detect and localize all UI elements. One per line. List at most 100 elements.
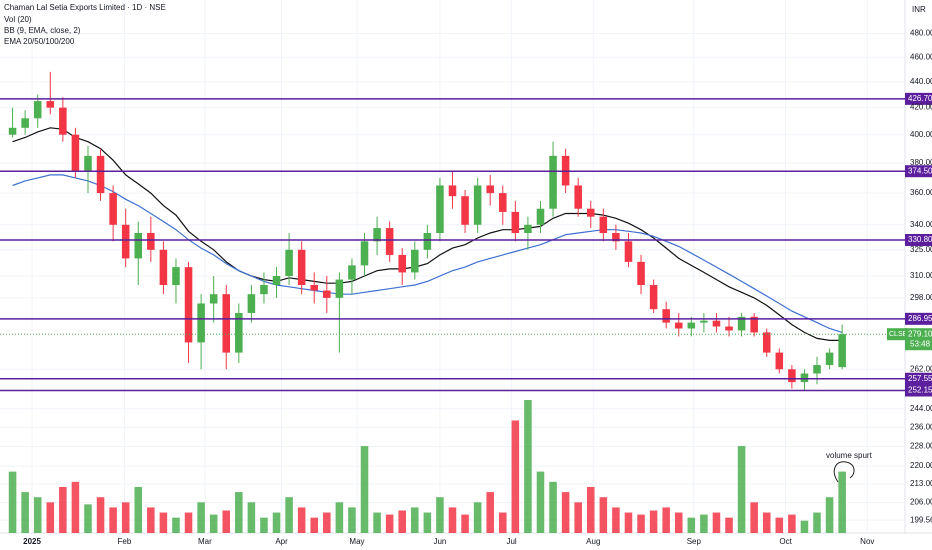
candle-body [549, 155, 557, 209]
y-tick-label: 340.00 [910, 220, 932, 229]
candle-body [825, 352, 834, 366]
volume-bar [96, 497, 105, 533]
volume-bar [511, 420, 520, 533]
symbol-box [887, 328, 907, 341]
x-tick-label: Mar [198, 537, 212, 546]
candle-body [687, 322, 696, 329]
candle-body [649, 285, 658, 310]
volume-bar [21, 492, 29, 533]
y-tick-label: 220.00 [910, 461, 932, 470]
level-label-box [905, 165, 932, 178]
candle-body [335, 279, 344, 298]
candle-body [486, 185, 494, 194]
volume-bar [46, 502, 55, 533]
y-tick-label: 460.00 [910, 52, 932, 61]
candle-body [222, 294, 231, 353]
volume-bar [385, 514, 394, 533]
y-tick-label: 244.00 [910, 404, 932, 413]
volume-bar [524, 400, 532, 533]
level-label: 374.50 [908, 166, 932, 175]
level-label-box [905, 384, 932, 397]
y-tick-label: 298.00 [910, 293, 932, 302]
volume-bar [109, 507, 117, 533]
candle-body [348, 265, 356, 280]
candle-body [536, 208, 545, 225]
y-tick-label: 325.00 [910, 245, 932, 254]
candle-body [46, 101, 55, 108]
volume-bar [838, 471, 846, 533]
volume-bar [586, 486, 595, 533]
level-label: 330.80 [908, 235, 932, 244]
y-tick-label: 420.00 [910, 103, 932, 112]
volume-bar [637, 514, 645, 533]
x-tick-label: Apr [275, 537, 288, 546]
currency: INR [912, 5, 926, 14]
volume-bar [147, 507, 155, 533]
volume-bar [674, 512, 683, 533]
x-tick-label: Sep [687, 537, 702, 546]
candle-body [838, 334, 846, 368]
volume-bar [411, 507, 419, 533]
candle-body [662, 309, 670, 323]
x-tick-label: May [349, 537, 364, 546]
candle-body [762, 332, 771, 353]
candle-body [109, 193, 117, 225]
candle-body [235, 312, 243, 353]
volume-bar [737, 446, 746, 533]
candle-body [297, 249, 306, 286]
candle-body [599, 216, 608, 234]
candle-body [674, 322, 683, 329]
y-tick-label: 228.00 [910, 441, 932, 450]
volume-bar [159, 512, 168, 533]
volume-bar [775, 517, 784, 533]
candle-body [385, 228, 394, 255]
countdown-label: 53:48 [910, 339, 931, 348]
x-tick-label: Jul [506, 537, 516, 546]
candle-body [373, 228, 381, 242]
volume-bar [285, 497, 293, 533]
x-tick-label: Jun [433, 537, 446, 546]
candle-body [96, 155, 105, 194]
volume-bar [561, 492, 570, 533]
volume-bar [813, 512, 821, 533]
candle-body [285, 249, 293, 276]
candle-body [84, 155, 92, 171]
volume-bar [423, 512, 432, 533]
ema-line [12, 127, 843, 341]
volume-bar [750, 502, 758, 533]
volume-bar [800, 520, 809, 533]
candle-body [725, 326, 733, 331]
volume-bar [335, 502, 344, 533]
candle-body [21, 118, 29, 128]
y-tick-label: 213.00 [910, 479, 932, 488]
candle-body [499, 193, 507, 212]
x-tick-label: Oct [779, 537, 792, 546]
candle-body [272, 275, 281, 286]
candle-body [448, 185, 457, 197]
volume-bar [172, 517, 180, 533]
level-label-box [905, 312, 932, 325]
candle-body [612, 233, 620, 242]
candle-body [310, 285, 319, 291]
volume-bar [436, 497, 444, 533]
volume-bar [725, 517, 733, 533]
candle-body [247, 294, 256, 313]
annotation-arrow [833, 461, 855, 483]
candle-body [737, 316, 746, 331]
volume-bar [348, 507, 356, 533]
volume-bar [209, 514, 218, 533]
level-label: 426.70 [908, 94, 932, 103]
volume-bar [134, 486, 143, 533]
candle-body [750, 316, 758, 333]
volume-bar [121, 502, 130, 533]
volume-bar [8, 471, 17, 533]
candle-body [411, 249, 419, 273]
candle-body [33, 101, 42, 119]
volume-bar [599, 497, 608, 533]
candle-body [637, 261, 645, 286]
ema-line [12, 174, 843, 333]
volume-bar [536, 471, 545, 533]
y-tick-label: 199.56 [910, 515, 932, 524]
y-tick-label: 400.00 [910, 130, 932, 139]
candle-body [712, 320, 721, 327]
